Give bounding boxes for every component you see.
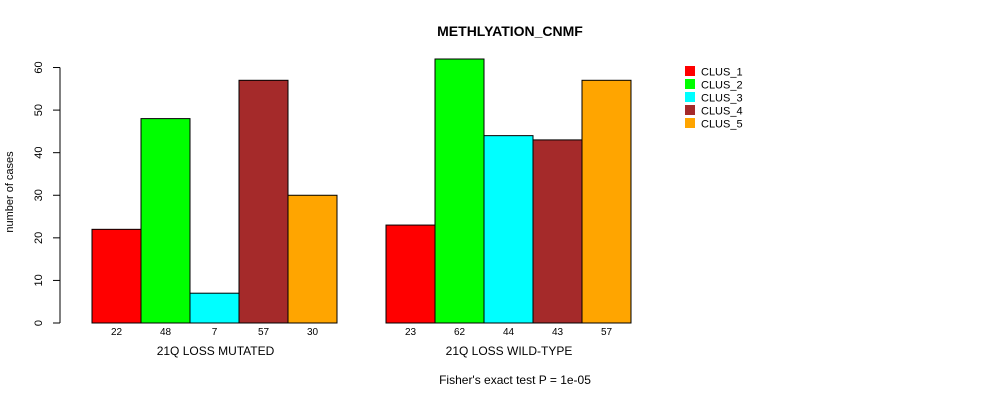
bar-clus-3 <box>189 292 240 324</box>
legend-swatch <box>685 79 695 89</box>
y-tick-label: 60 <box>33 61 45 73</box>
legend-swatch <box>685 118 695 128</box>
bar-clus-2 <box>434 58 485 324</box>
group-label: 21Q LOSS MUTATED <box>157 344 275 358</box>
bar-count-label: 22 <box>111 327 123 338</box>
chart-title: METHLYATION_CNMF <box>437 23 583 39</box>
y-tick-label: 0 <box>33 320 45 326</box>
bar-clus-4 <box>532 139 583 324</box>
bar-clus-3 <box>483 135 534 324</box>
y-tick-label: 40 <box>33 147 45 159</box>
bar-count-label: 62 <box>454 327 466 338</box>
bar-count-label: 44 <box>503 327 515 338</box>
y-tick-label: 10 <box>33 274 45 286</box>
legend-item: CLUS_1 <box>685 66 743 79</box>
y-axis-label: number of cases <box>4 151 16 233</box>
bar-group: 22 48 7 57 30 21Q LOSS MUTATED <box>91 79 338 358</box>
bar-count-label: 43 <box>552 327 564 338</box>
bar-count-label: 7 <box>212 327 218 338</box>
bar-groups: 22 48 7 57 30 21Q LOSS MUTATED 23 62 44 43 57 21Q L… <box>91 58 632 358</box>
legend-label: CLUS_4 <box>701 106 743 118</box>
y-axis: 0 10 20 30 40 50 60 <box>33 61 61 326</box>
legend-item: CLUS_2 <box>685 79 743 92</box>
legend-swatch <box>685 92 695 102</box>
legend-label: CLUS_3 <box>701 93 743 105</box>
y-tick-label: 30 <box>33 189 45 201</box>
legend-swatch <box>685 66 695 76</box>
bar-count-label: 30 <box>307 327 319 338</box>
legend-label: CLUS_1 <box>701 67 743 79</box>
bar-count-label: 57 <box>601 327 613 338</box>
legend-item: CLUS_4 <box>685 105 743 118</box>
bar-clus-1 <box>91 228 142 324</box>
legend-item: CLUS_5 <box>685 118 743 131</box>
bar-group: 23 62 44 43 57 21Q LOSS WILD-TYPE <box>385 58 632 358</box>
bar-clus-5 <box>287 194 338 324</box>
bar-count-label: 48 <box>160 327 172 338</box>
fisher-test-footnote: Fisher's exact test P = 1e-05 <box>439 373 591 387</box>
bar-clus-1 <box>385 224 436 324</box>
bar-clus-5 <box>581 79 632 324</box>
y-tick-label: 50 <box>33 104 45 116</box>
legend-label: CLUS_5 <box>701 119 743 131</box>
legend-swatch <box>685 105 695 115</box>
bar-clus-4 <box>238 79 289 324</box>
legend-label: CLUS_2 <box>701 80 743 92</box>
y-tick-label: 20 <box>33 232 45 244</box>
bar-clus-2 <box>140 118 191 324</box>
bar-count-label: 23 <box>405 327 417 338</box>
legend-item: CLUS_3 <box>685 92 743 105</box>
group-label: 21Q LOSS WILD-TYPE <box>446 344 573 358</box>
bar-count-label: 57 <box>258 327 270 338</box>
